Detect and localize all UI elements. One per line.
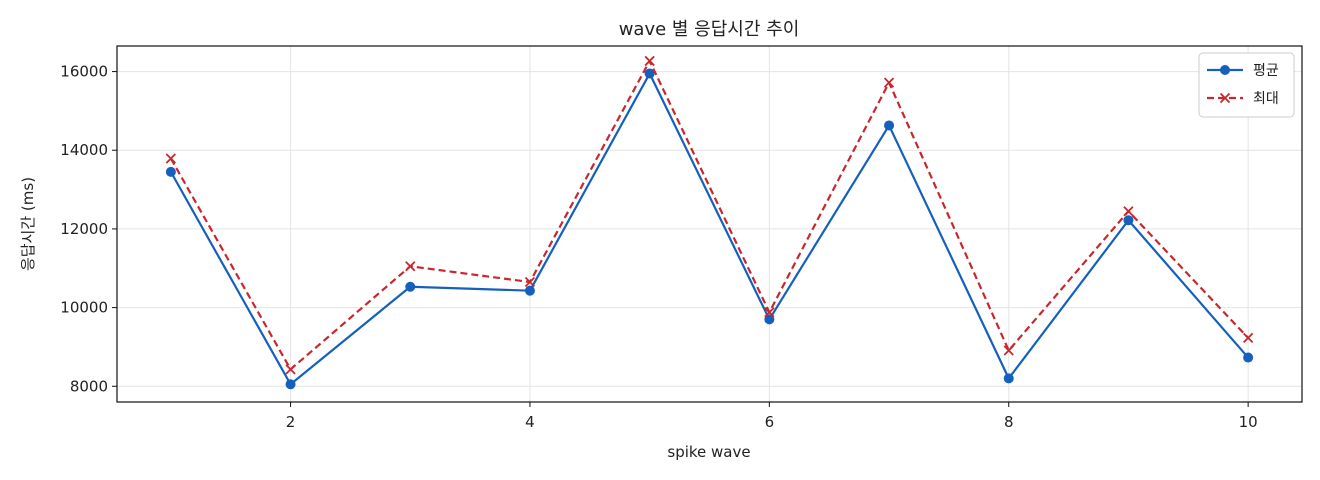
data-point-1 — [524, 285, 535, 296]
data-point-2 — [1123, 206, 1134, 217]
y-tick-label: 12000 — [60, 220, 108, 238]
tick-layer: 2 4 6 8 10 8000 10000 12000 14000 16000 — [60, 63, 1257, 431]
series-layer — [165, 55, 1254, 390]
data-point-1 — [884, 120, 895, 131]
y-axis-label: 응답시간 (ms) — [19, 177, 37, 271]
plot-frame — [116, 45, 1303, 403]
x-tick-label: 2 — [286, 413, 296, 431]
data-point-2 — [405, 261, 416, 272]
legend-marker-2 — [1219, 92, 1231, 104]
data-point-2 — [524, 276, 536, 288]
data-point-1 — [764, 314, 775, 325]
legend-box — [1198, 52, 1295, 118]
series-line-1 — [169, 72, 1249, 386]
x-tick-label: 10 — [1239, 413, 1258, 431]
legend-marker-1 — [1220, 65, 1230, 75]
x-tick-label: 4 — [525, 413, 535, 431]
data-point-1 — [1003, 373, 1014, 384]
data-point-1 — [405, 281, 416, 292]
data-point-2 — [644, 55, 655, 67]
data-point-2 — [883, 77, 895, 88]
data-point-1 — [285, 379, 296, 390]
y-tick-label: 8000 — [70, 377, 108, 395]
data-point-2 — [764, 307, 775, 318]
x-tick-label: 8 — [1004, 413, 1014, 431]
data-point-1 — [165, 166, 176, 177]
y-tick-label: 14000 — [60, 141, 108, 159]
data-point-1 — [644, 68, 655, 79]
data-point-2 — [285, 364, 296, 375]
data-point-2 — [1243, 332, 1254, 344]
chart-title: wave 별 응답시간 추이 — [619, 19, 800, 40]
legend-label-1: 평균 — [1253, 63, 1279, 79]
x-axis-label: spike wave — [667, 443, 750, 461]
series-line-2 — [169, 59, 1249, 371]
data-point-2 — [1003, 345, 1014, 356]
legend-label-2: 최대 — [1253, 91, 1279, 107]
data-point-2 — [165, 153, 177, 164]
x-tick-label: 6 — [765, 413, 775, 431]
data-point-1 — [1243, 352, 1254, 363]
data-point-1 — [1123, 215, 1134, 226]
grid — [117, 46, 1302, 402]
y-tick-label: 16000 — [60, 63, 108, 81]
y-tick-label: 10000 — [60, 299, 108, 317]
